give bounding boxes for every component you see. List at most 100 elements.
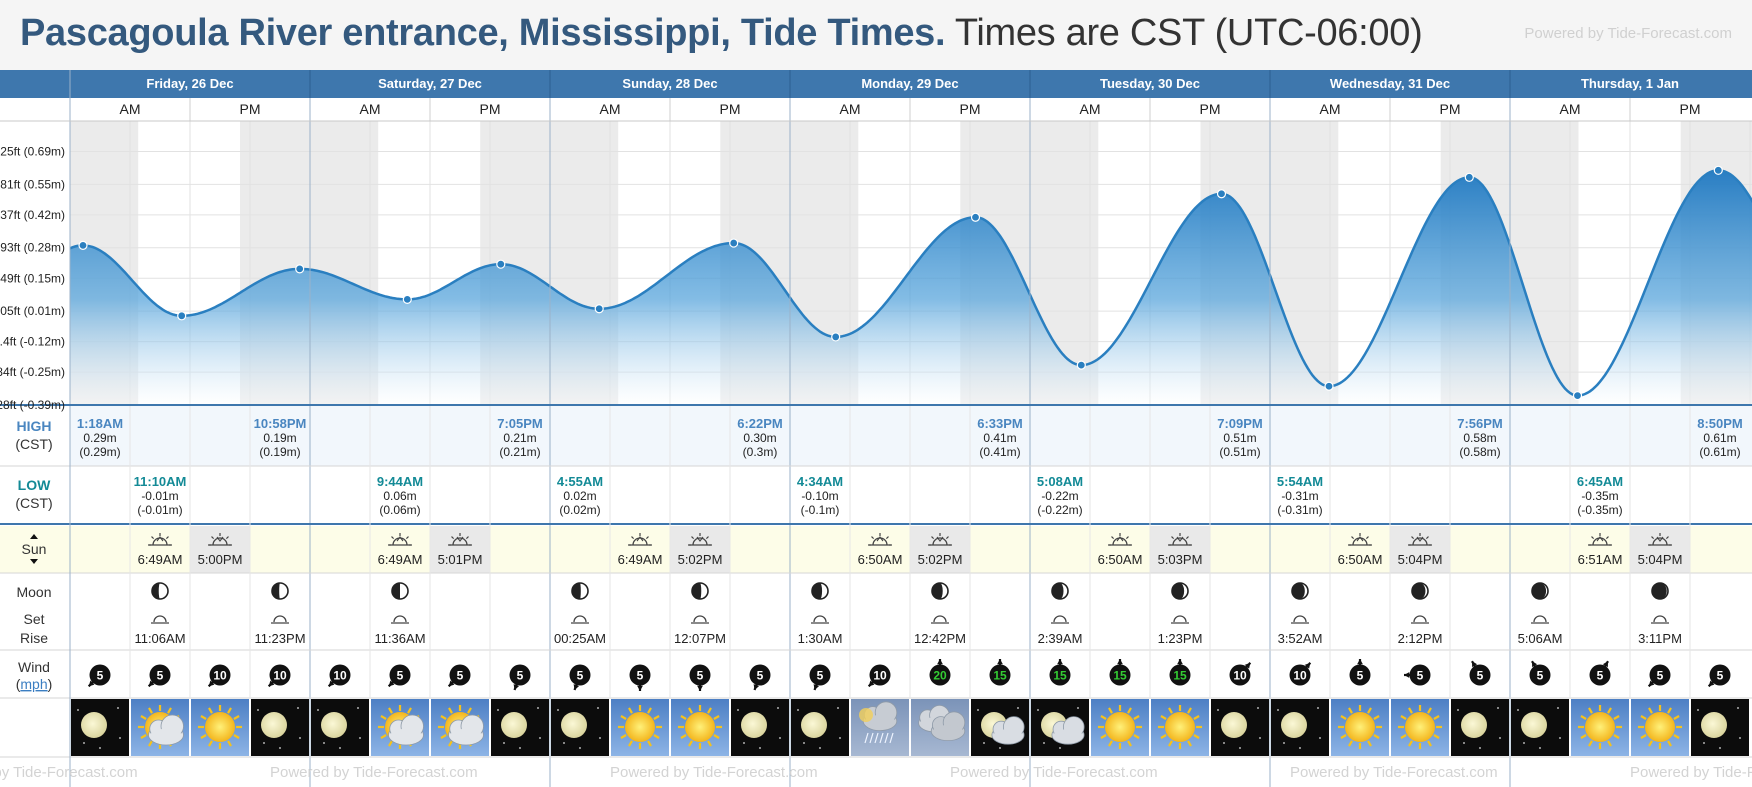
star — [117, 707, 119, 709]
moonrise-icon — [1531, 615, 1549, 624]
sun-disc — [205, 712, 235, 742]
pm-label: PM — [240, 101, 261, 117]
rain-drop — [869, 732, 874, 744]
star — [563, 742, 565, 744]
wind-disc — [869, 664, 891, 686]
moon-label: Moon — [16, 584, 51, 600]
star — [539, 737, 541, 739]
sun-ray — [233, 715, 240, 720]
moon-time: 3:11PM — [1638, 631, 1682, 646]
star — [497, 709, 499, 711]
sun-arc — [692, 537, 708, 546]
sunset-icon — [928, 533, 952, 546]
high-tz-label: (CST) — [15, 436, 52, 452]
star — [1257, 707, 1259, 709]
sun-ray — [440, 734, 447, 739]
wind-arrow-icon — [447, 664, 471, 688]
moon — [1461, 712, 1487, 738]
wind-speed: 5 — [97, 669, 104, 683]
sun-ray — [233, 734, 240, 739]
high-tide-height: 0.30m — [743, 431, 776, 445]
clear-night-icon — [311, 699, 369, 756]
sunrise-time: 6:50AM — [1098, 552, 1143, 567]
cloud-fill — [1053, 729, 1083, 744]
page-title: Pascagoula River entrance, Mississippi, … — [20, 12, 1423, 55]
wind-speed: 10 — [873, 669, 887, 683]
sun-arc — [1652, 537, 1668, 546]
moon-phase-icon — [1531, 582, 1549, 600]
tide-point — [1464, 172, 1474, 182]
cloud-fill — [149, 728, 183, 744]
star — [579, 747, 581, 749]
wind-disc — [749, 664, 771, 686]
day-label: Tuesday, 30 Dec — [1100, 76, 1200, 91]
wind-label: Wind — [18, 659, 50, 675]
wind-disc — [1469, 664, 1491, 686]
wind-arrowhead — [813, 684, 820, 691]
low-label: LOW — [18, 477, 51, 493]
moon — [1701, 712, 1727, 738]
wind-unit-link[interactable]: mph — [20, 676, 47, 692]
moonrise-icon — [271, 615, 289, 624]
moon-phase-icon — [1651, 582, 1669, 600]
sun-arc — [1412, 537, 1428, 546]
wind-disc — [989, 664, 1011, 686]
high-tide-height: 0.58m — [1463, 431, 1496, 445]
tide-point — [1572, 391, 1583, 401]
star — [1739, 737, 1741, 739]
moonrise-icon — [691, 615, 709, 624]
sunset-icon — [1408, 533, 1432, 546]
sunset-icon — [208, 533, 232, 546]
sun-disc — [1405, 712, 1435, 742]
wind-disc — [1049, 664, 1071, 686]
sun-ray — [1127, 707, 1132, 714]
star — [1283, 742, 1285, 744]
high-tide-height-alt: (0.58m) — [1459, 445, 1500, 459]
sun-ray — [705, 536, 709, 540]
star — [779, 737, 781, 739]
sun-arc — [1112, 537, 1128, 546]
clear-night-icon — [1451, 699, 1509, 756]
star — [1703, 742, 1705, 744]
sun-ray — [1580, 734, 1587, 739]
star — [317, 709, 319, 711]
wind-arrowhead — [268, 680, 275, 687]
sun-disc — [1165, 712, 1195, 742]
wind-arrow-icon — [569, 664, 591, 691]
star — [1539, 747, 1541, 749]
low-tide-height-alt: (-0.22m) — [1037, 503, 1082, 517]
star — [1043, 742, 1045, 744]
sun-ray — [391, 536, 395, 540]
sun-ray — [1187, 707, 1192, 714]
star — [357, 707, 359, 709]
sun-direction-arrow — [396, 536, 404, 542]
wind-speed: 15 — [1173, 669, 1187, 683]
sun-ray — [405, 536, 409, 540]
tide-area — [70, 170, 1752, 405]
wind-speed: 15 — [993, 669, 1007, 683]
sunrise-time: 6:49AM — [378, 552, 423, 567]
moon-arc — [573, 615, 587, 623]
sun-ray — [1160, 715, 1167, 720]
wind-arrowhead — [148, 680, 155, 687]
wind-arrow-icon — [749, 664, 771, 691]
pm-label: PM — [1680, 101, 1701, 117]
tide-point — [496, 259, 506, 269]
sun-ray — [680, 715, 687, 720]
sun-ray — [691, 536, 695, 540]
low-tide-time: 5:08AM — [1037, 474, 1083, 489]
star — [1697, 709, 1699, 711]
sun-ray — [653, 734, 660, 739]
moon-shadow — [152, 583, 160, 599]
sun-arc — [1172, 537, 1188, 546]
powered-by-watermark: Powered by Tide-Forecast.com — [610, 764, 818, 781]
moon-shadow — [1052, 583, 1064, 599]
wind-arrowhead — [1177, 659, 1183, 665]
y-tick-label: 1.37ft (0.42m) — [0, 208, 65, 222]
sun-ray — [1365, 536, 1369, 540]
star — [1017, 707, 1019, 709]
star — [1497, 707, 1499, 709]
wind-arrowhead — [513, 684, 520, 691]
high-tide-time: 6:33PM — [977, 416, 1023, 431]
